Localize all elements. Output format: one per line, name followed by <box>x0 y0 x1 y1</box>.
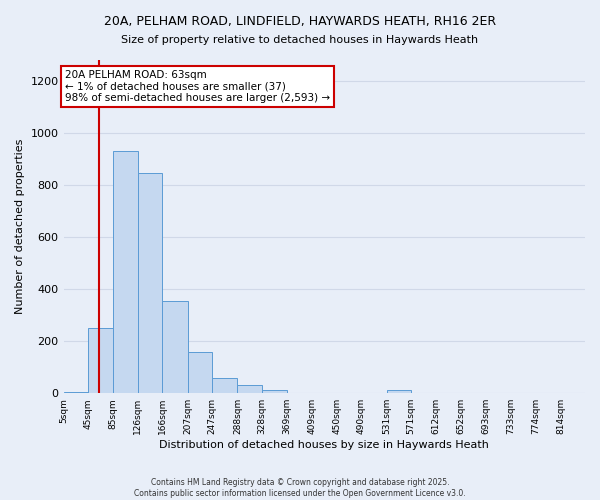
Text: Size of property relative to detached houses in Haywards Heath: Size of property relative to detached ho… <box>121 35 479 45</box>
Text: 20A PELHAM ROAD: 63sqm
← 1% of detached houses are smaller (37)
98% of semi-deta: 20A PELHAM ROAD: 63sqm ← 1% of detached … <box>65 70 330 103</box>
Bar <box>188 352 212 393</box>
Text: 20A, PELHAM ROAD, LINDFIELD, HAYWARDS HEATH, RH16 2ER: 20A, PELHAM ROAD, LINDFIELD, HAYWARDS HE… <box>104 15 496 28</box>
Bar <box>88 328 113 393</box>
Y-axis label: Number of detached properties: Number of detached properties <box>15 139 25 314</box>
Bar <box>163 301 188 393</box>
Bar <box>212 378 238 393</box>
X-axis label: Distribution of detached houses by size in Haywards Heath: Distribution of detached houses by size … <box>160 440 489 450</box>
Bar <box>238 386 262 393</box>
Bar <box>138 173 163 393</box>
Bar <box>262 390 287 393</box>
Bar <box>64 392 88 393</box>
Text: Contains HM Land Registry data © Crown copyright and database right 2025.
Contai: Contains HM Land Registry data © Crown c… <box>134 478 466 498</box>
Bar <box>113 151 138 393</box>
Bar <box>386 390 411 393</box>
